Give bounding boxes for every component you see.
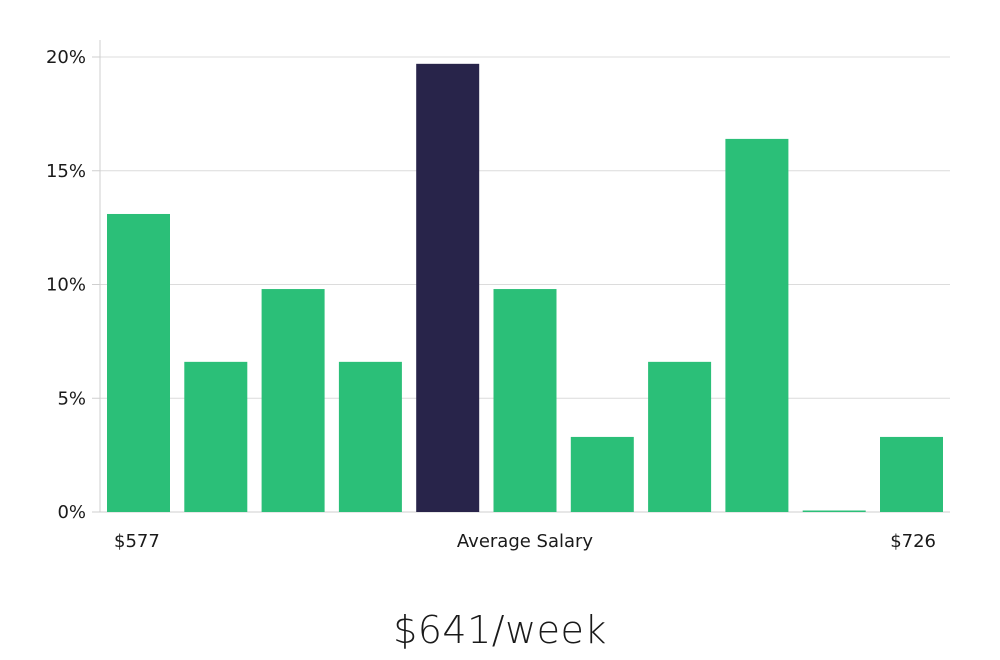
y-tick-label: 10%	[46, 275, 86, 296]
bar-highlight	[416, 63, 480, 512]
bar	[880, 436, 943, 512]
salary-histogram: 0% 5% 10% 15% 20% $577 Average Salary $726	[46, 40, 950, 552]
bar	[338, 361, 402, 512]
y-tick-label: 5%	[57, 388, 86, 409]
bar	[725, 138, 789, 512]
bar	[648, 361, 712, 512]
bar	[570, 436, 634, 512]
x-center-label: Average Salary	[457, 531, 594, 552]
y-tick-label: 0%	[57, 502, 86, 523]
y-tick-label: 20%	[46, 47, 86, 68]
bar	[184, 361, 248, 512]
y-tick-label: 15%	[46, 161, 86, 182]
bars	[107, 63, 943, 512]
average-salary-headline: $641/week	[393, 608, 607, 652]
bar	[107, 213, 170, 512]
x-max-label: $726	[890, 531, 936, 552]
y-tick-labels: 0% 5% 10% 15% 20%	[46, 47, 86, 523]
bar	[261, 289, 325, 512]
bar	[802, 510, 866, 512]
bar	[493, 289, 557, 512]
x-min-label: $577	[114, 531, 160, 552]
x-axis-labels: $577 Average Salary $726	[114, 531, 936, 552]
